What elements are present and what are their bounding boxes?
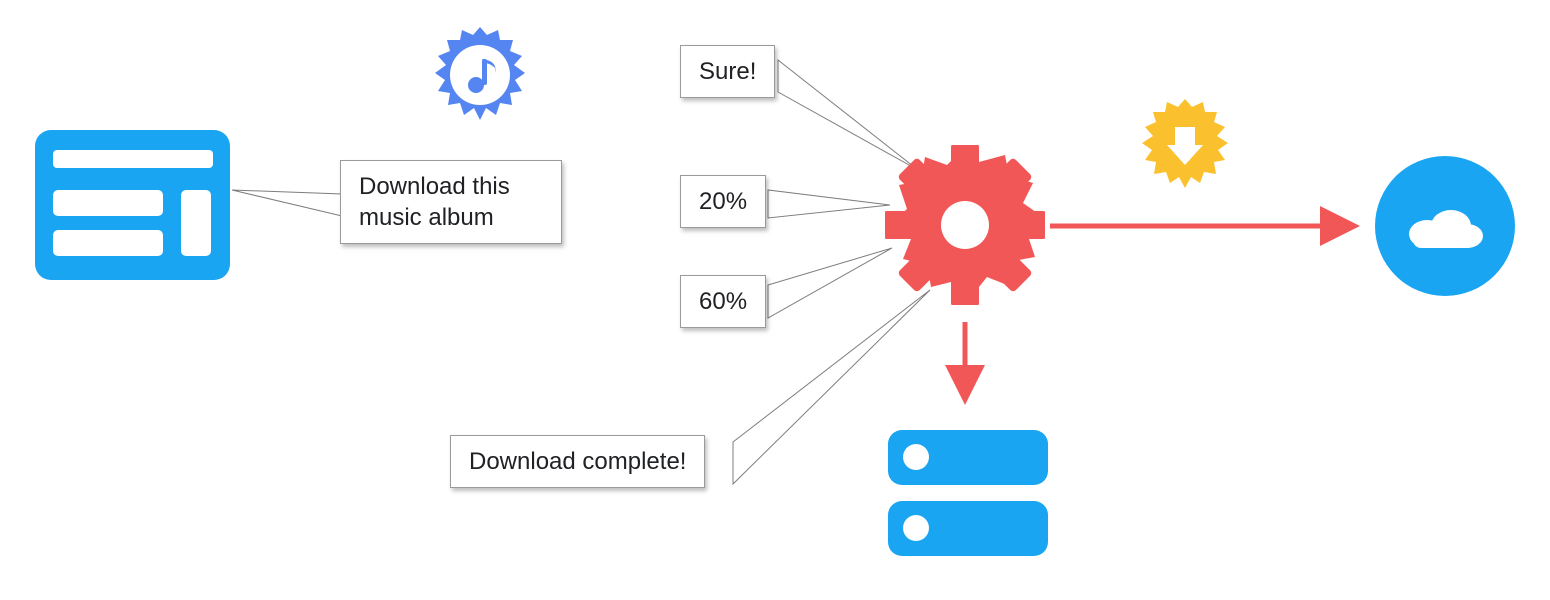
- diagram-stage: Download this music album Sure! 20% 60% …: [0, 0, 1550, 600]
- callout-complete: Download complete!: [450, 435, 705, 488]
- storage-icon: [888, 430, 1048, 560]
- client-ui-icon: [35, 130, 230, 280]
- callout-20pct: 20%: [680, 175, 766, 228]
- callout-download-request: Download this music album: [340, 160, 562, 244]
- music-badge-icon: [432, 27, 528, 123]
- callout-sure: Sure!: [680, 45, 775, 98]
- cloud-icon: [1375, 156, 1515, 296]
- callout-60pct: 60%: [680, 275, 766, 328]
- download-badge-icon: [1139, 99, 1231, 191]
- gear-icon: [885, 145, 1045, 305]
